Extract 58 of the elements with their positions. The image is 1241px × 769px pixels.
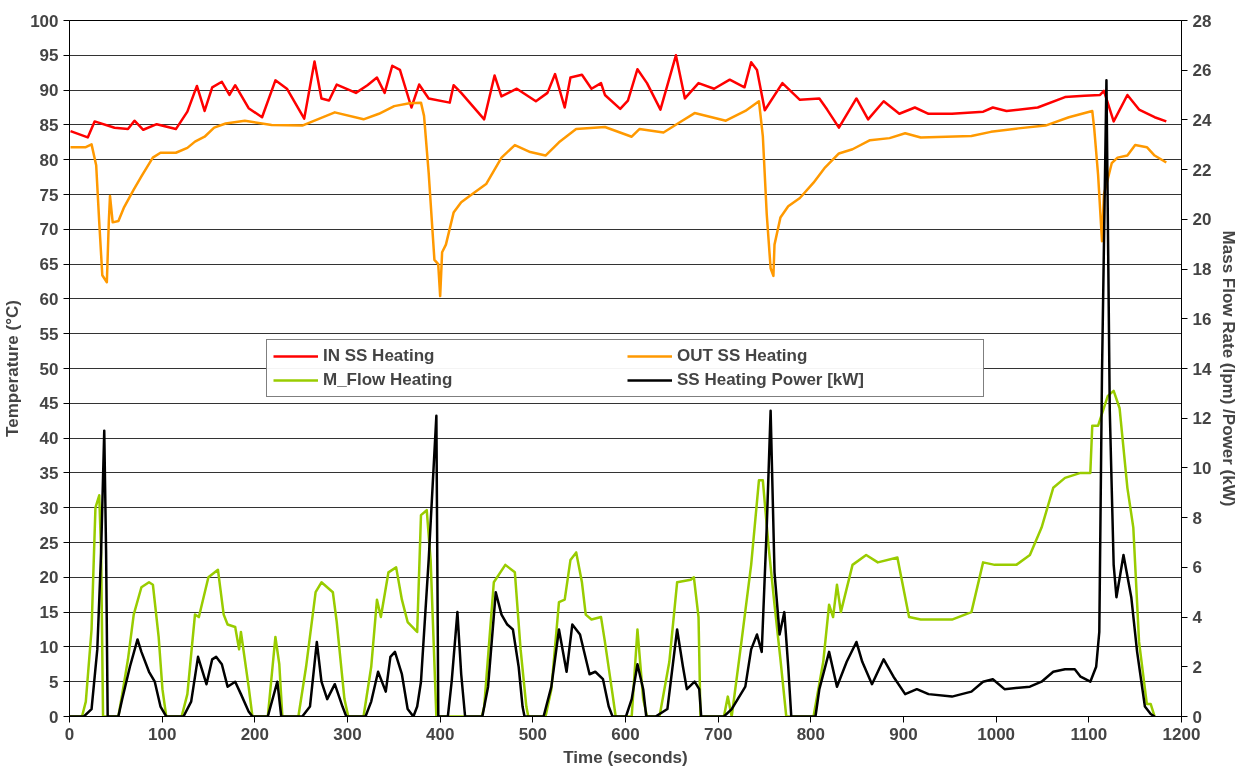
y2-tick-label: 12 xyxy=(1192,409,1212,429)
legend-label: OUT SS Heating xyxy=(677,346,809,366)
y2-tick-label: 18 xyxy=(1192,260,1212,280)
x-tick-label: 700 xyxy=(703,724,733,744)
y2-tick-label: 24 xyxy=(1192,110,1212,130)
y2-tick-label: 28 xyxy=(1192,11,1212,31)
x-tick-label: 900 xyxy=(889,724,918,744)
y2-tick-label: 14 xyxy=(1192,359,1212,379)
x-tick-label: 800 xyxy=(796,724,826,744)
y2-tick-label: 20 xyxy=(1192,210,1212,230)
x-tick-label: 1100 xyxy=(1070,724,1108,744)
legend-label: IN SS Heating xyxy=(323,346,436,366)
y2-tick-label: 2 xyxy=(1192,657,1202,677)
y-tick-label: 80 xyxy=(39,150,59,170)
y-tick-label: 100 xyxy=(30,11,59,31)
y-tick-label: 40 xyxy=(39,429,59,449)
y2-tick-label: 22 xyxy=(1192,160,1212,180)
y2-tick-label: 8 xyxy=(1192,508,1202,528)
y-tick-label: 25 xyxy=(39,533,59,553)
y-tick-label: 50 xyxy=(39,359,59,379)
y2-tick-label: 16 xyxy=(1192,309,1212,329)
y-tick-label: 0 xyxy=(49,707,59,727)
y-tick-label: 45 xyxy=(39,394,59,414)
x-tick-label: 500 xyxy=(518,724,548,744)
y-tick-label: 35 xyxy=(39,463,59,483)
y2-tick-label: 0 xyxy=(1192,707,1202,727)
x-tick-label: 400 xyxy=(425,724,455,744)
y-tick-label: 55 xyxy=(39,324,59,344)
x-tick-label: 300 xyxy=(333,724,362,744)
x-tick-label: 200 xyxy=(240,724,270,744)
x-tick-label: 100 xyxy=(147,724,177,744)
y-tick-label: 95 xyxy=(39,46,59,66)
y-tick-label: 5 xyxy=(49,672,59,692)
line-series xyxy=(69,54,1168,139)
y-axis-title: Temperature (°C) xyxy=(3,300,23,437)
y-tick-label: 30 xyxy=(39,498,59,518)
x-tick-label: 600 xyxy=(611,724,640,744)
y2-tick-label: 6 xyxy=(1192,558,1202,578)
y-tick-label: 90 xyxy=(39,81,59,101)
y-tick-label: 15 xyxy=(39,603,59,623)
y-tick-label: 65 xyxy=(39,255,59,275)
x-tick-label: 0 xyxy=(64,724,75,744)
y-tick-label: 75 xyxy=(39,185,59,205)
x-tick-label: 1000 xyxy=(977,724,1016,744)
y-tick-label: 60 xyxy=(39,289,59,309)
y2-axis-title: Mass Flow Rate (lpm) /Power (kW) xyxy=(1219,230,1239,507)
x-axis-title: Time (seconds) xyxy=(563,747,688,767)
legend-label: M_Flow Heating xyxy=(323,370,454,390)
line-series xyxy=(69,99,1168,298)
y-tick-label: 70 xyxy=(39,220,59,240)
y2-tick-label: 26 xyxy=(1192,61,1212,81)
y2-tick-label: 10 xyxy=(1192,458,1212,478)
y-tick-label: 20 xyxy=(39,568,59,588)
y-tick-label: 10 xyxy=(39,637,59,657)
legend-label: SS Heating Power [kW] xyxy=(677,370,866,390)
y2-tick-label: 4 xyxy=(1192,608,1203,628)
x-tick-label: 1200 xyxy=(1162,724,1201,744)
y-tick-label: 85 xyxy=(39,115,59,135)
